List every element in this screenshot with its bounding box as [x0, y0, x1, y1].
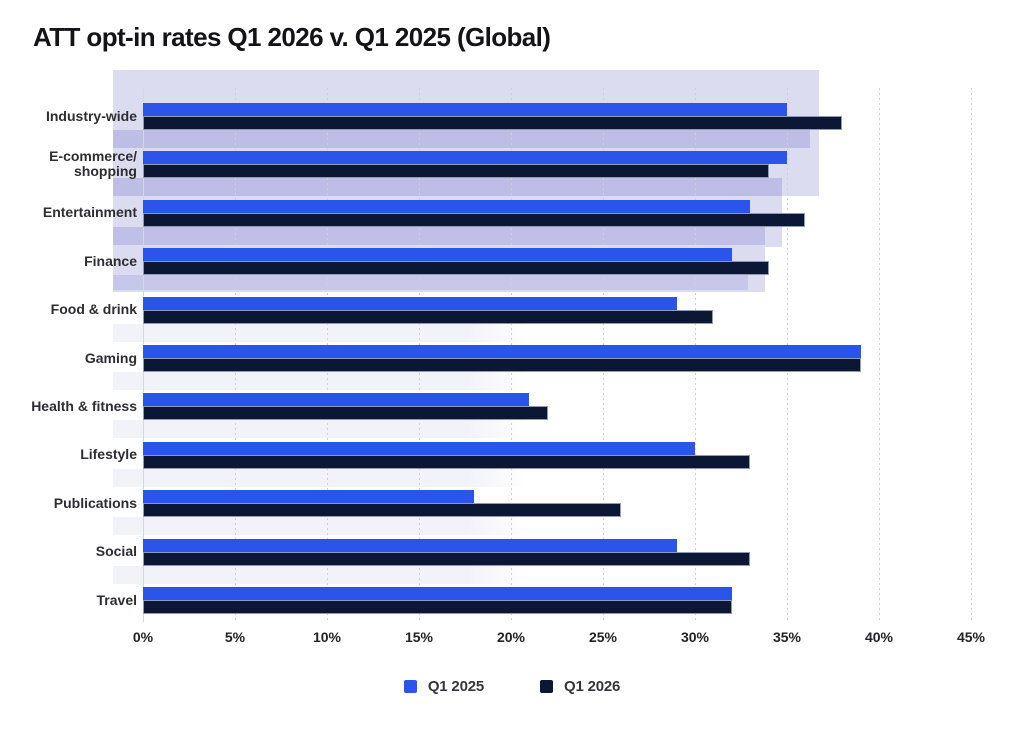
- x-axis-tick-label: 45%: [956, 629, 986, 645]
- legend-item-q1-2025: Q1 2025: [403, 678, 484, 695]
- bar-q1-2025-travel: [143, 587, 732, 600]
- x-axis-tick-label: 30%: [680, 629, 710, 645]
- x-axis-tick-label: 25%: [588, 629, 618, 645]
- category-label-text: Travel: [96, 591, 137, 608]
- x-axis-tick-label: 35%: [772, 629, 802, 645]
- category-label-health-fitness: Health & fitness: [0, 384, 137, 428]
- category-label-food-drink: Food & drink: [0, 288, 137, 332]
- category-label-e-commerce-shopping: E-commerce/shopping: [0, 142, 137, 186]
- bar-q1-2025-social: [143, 539, 677, 552]
- category-label-text: Industry-wide: [45, 107, 137, 124]
- row-stripe: [113, 517, 525, 536]
- bar-q1-2026-social: [143, 552, 751, 566]
- highlight-band: [113, 130, 810, 148]
- category-label-text: Lifestyle: [80, 446, 137, 463]
- bar-q1-2026-publications: [143, 503, 622, 517]
- highlight-band: [113, 275, 748, 291]
- row-stripe: [113, 420, 525, 439]
- legend-swatch-q1-2026: [540, 680, 553, 693]
- bar-q1-2025-finance: [143, 248, 732, 261]
- x-axis-tick-label: 40%: [864, 629, 894, 645]
- legend-item-q1-2026: Q1 2026: [540, 678, 620, 695]
- bar-q1-2025-industry-wide: [143, 103, 787, 116]
- bar-q1-2026-industry-wide: [143, 116, 843, 130]
- x-axis-tick-label: 0%: [132, 629, 154, 645]
- category-label-text: Health & fitness: [31, 397, 137, 414]
- row-stripe: [113, 468, 525, 487]
- x-axis-tick-label: 5%: [224, 629, 246, 645]
- bar-q1-2026-travel: [143, 600, 732, 614]
- x-axis-tick-label: 10%: [312, 629, 342, 645]
- category-label-publications: Publications: [0, 481, 137, 525]
- chart-title: ATT opt-in rates Q1 2026 v. Q1 2025 (Glo…: [33, 22, 551, 52]
- bar-q1-2025-gaming: [143, 345, 861, 358]
- bar-q1-2025-e-commerce-shopping: [143, 151, 787, 164]
- gridline: [879, 88, 880, 622]
- highlight-band: [113, 226, 765, 245]
- bar-q1-2026-lifestyle: [143, 455, 751, 469]
- row-stripe: [113, 565, 525, 584]
- legend-swatch-q1-2025: [403, 680, 417, 693]
- bar-q1-2026-food-drink: [143, 310, 714, 324]
- category-label-text: Entertainment: [42, 204, 137, 221]
- category-label-travel: Travel: [0, 578, 137, 622]
- category-label-gaming: Gaming: [0, 336, 137, 380]
- row-stripe: [113, 372, 525, 390]
- bar-q1-2026-entertainment: [143, 213, 806, 227]
- bar-q1-2025-food-drink: [143, 297, 677, 310]
- bar-q1-2025-publications: [143, 490, 475, 503]
- highlight-band: [113, 178, 782, 197]
- gridline: [971, 88, 972, 622]
- legend-label: Q1 2026: [564, 678, 621, 695]
- bar-q1-2026-e-commerce-shopping: [143, 164, 769, 178]
- category-label-social: Social: [0, 530, 137, 574]
- bar-q1-2026-gaming: [143, 358, 861, 372]
- category-label-text: Food & drink: [50, 301, 137, 318]
- category-label-text: Publications: [53, 494, 137, 511]
- x-axis-tick-label: 20%: [496, 629, 526, 645]
- category-label-lifestyle: Lifestyle: [0, 433, 137, 477]
- bar-q1-2026-finance: [143, 261, 769, 275]
- category-label-text: E-commerce/shopping: [49, 148, 137, 180]
- legend-label: Q1 2025: [427, 678, 484, 695]
- category-label-text: Gaming: [84, 349, 137, 366]
- category-label-entertainment: Entertainment: [0, 191, 137, 235]
- category-label-industry-wide: Industry-wide: [0, 94, 137, 138]
- legend: Q1 2025 Q1 2026: [0, 678, 1024, 695]
- x-axis-tick-label: 15%: [404, 629, 434, 645]
- category-label-text: Finance: [84, 252, 137, 269]
- bar-q1-2025-health-fitness: [143, 393, 530, 406]
- category-label-finance: Finance: [0, 239, 137, 283]
- bar-q1-2025-lifestyle: [143, 442, 695, 455]
- category-label-text: Social: [95, 543, 137, 560]
- bar-q1-2025-entertainment: [143, 200, 751, 213]
- bar-q1-2026-health-fitness: [143, 406, 548, 420]
- row-stripe: [113, 323, 525, 342]
